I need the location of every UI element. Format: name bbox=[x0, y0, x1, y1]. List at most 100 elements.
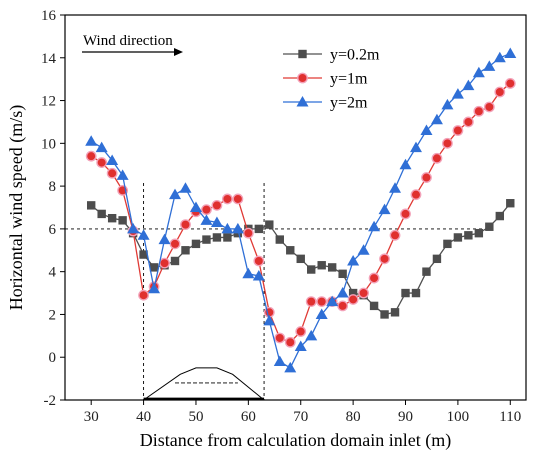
data-point-0-33 bbox=[432, 254, 442, 264]
x-tick-label: 60 bbox=[241, 409, 256, 425]
x-tick-label: 110 bbox=[499, 409, 521, 425]
series-1 bbox=[85, 78, 516, 348]
data-point-2-34 bbox=[441, 98, 454, 110]
x-tick-label: 90 bbox=[398, 409, 413, 425]
data-point-0-20 bbox=[296, 254, 305, 264]
data-point-2-9 bbox=[179, 182, 192, 193]
x-tick-label: 40 bbox=[136, 409, 151, 425]
data-point-1-27 bbox=[368, 272, 380, 284]
data-point-2-3 bbox=[116, 169, 129, 180]
data-point-1-39 bbox=[494, 86, 506, 98]
data-point-2-21 bbox=[305, 329, 318, 341]
legend-marker-2 bbox=[296, 96, 309, 107]
data-point-2-14 bbox=[231, 222, 244, 234]
data-point-1-21 bbox=[305, 296, 317, 308]
y-tick-label: -2 bbox=[44, 393, 57, 409]
data-point-1-22 bbox=[316, 296, 328, 308]
legend-label-0: y=0.2m bbox=[330, 47, 380, 64]
data-point-2-38 bbox=[483, 60, 496, 71]
data-point-1-7 bbox=[159, 257, 170, 269]
data-point-0-0 bbox=[86, 201, 96, 210]
series-2 bbox=[85, 47, 517, 373]
x-tick-label: 70 bbox=[293, 409, 308, 425]
data-point-1-30 bbox=[400, 208, 411, 220]
data-point-1-29 bbox=[389, 229, 401, 241]
data-point-0-9 bbox=[181, 246, 190, 255]
x-tick-label: 30 bbox=[84, 409, 99, 425]
data-point-0-17 bbox=[265, 220, 274, 229]
data-point-2-5 bbox=[137, 229, 150, 240]
data-point-2-0 bbox=[85, 135, 98, 146]
arrow-head-icon bbox=[174, 48, 183, 56]
data-point-0-29 bbox=[390, 308, 400, 317]
data-point-0-38 bbox=[485, 222, 494, 231]
legend-label-1: y=1m bbox=[330, 71, 368, 88]
data-point-0-23 bbox=[327, 263, 337, 272]
data-point-0-35 bbox=[453, 233, 463, 242]
data-point-1-24 bbox=[337, 300, 349, 312]
y-tick-label: 8 bbox=[49, 179, 57, 195]
data-point-1-8 bbox=[169, 238, 181, 250]
x-tick-label: 50 bbox=[188, 409, 203, 425]
x-axis-title: Distance from calculation domain inlet (… bbox=[140, 430, 451, 451]
data-point-1-34 bbox=[442, 137, 453, 149]
data-point-0-22 bbox=[317, 261, 326, 270]
data-point-1-0 bbox=[85, 150, 97, 162]
data-point-1-18 bbox=[274, 332, 286, 344]
data-point-2-33 bbox=[430, 113, 443, 125]
wind-direction-annotation: Wind direction bbox=[82, 33, 183, 56]
data-point-2-13 bbox=[221, 222, 234, 234]
data-point-2-39 bbox=[493, 51, 506, 63]
data-point-1-5 bbox=[138, 289, 149, 301]
data-point-2-37 bbox=[472, 66, 485, 78]
y-tick-label: 12 bbox=[41, 94, 56, 110]
data-point-1-9 bbox=[180, 219, 191, 231]
axes: 30 40 50 60 70 80 90 100 110 -2 0 2 4 6 8 10 12 14 16 bbox=[41, 8, 527, 425]
data-point-2-32 bbox=[420, 124, 433, 135]
data-point-2-23 bbox=[326, 295, 339, 307]
data-point-1-28 bbox=[379, 253, 390, 265]
x-tick-label: 100 bbox=[447, 409, 470, 425]
data-point-2-16 bbox=[252, 269, 265, 281]
data-point-1-40 bbox=[504, 78, 516, 89]
y-tick-label: 6 bbox=[49, 222, 57, 238]
data-point-1-16 bbox=[253, 255, 265, 267]
data-point-2-24 bbox=[336, 287, 349, 298]
data-point-2-10 bbox=[189, 201, 202, 212]
data-point-2-40 bbox=[504, 47, 517, 58]
data-point-1-2 bbox=[106, 167, 118, 179]
data-point-2-26 bbox=[357, 244, 370, 255]
data-point-2-29 bbox=[389, 182, 402, 193]
data-point-2-1 bbox=[95, 141, 108, 153]
y-tick-label: 2 bbox=[49, 307, 57, 323]
data-point-1-19 bbox=[284, 336, 296, 348]
data-point-1-1 bbox=[96, 157, 108, 168]
data-point-2-8 bbox=[169, 188, 182, 200]
data-point-0-37 bbox=[474, 228, 484, 238]
data-point-0-2 bbox=[107, 213, 117, 223]
data-point-1-31 bbox=[410, 189, 422, 201]
data-point-1-14 bbox=[232, 193, 244, 205]
data-point-0-30 bbox=[401, 288, 410, 298]
series-line-1 bbox=[90, 82, 511, 344]
data-point-0-28 bbox=[380, 310, 389, 319]
y-tick-label: 4 bbox=[49, 265, 57, 281]
series-layer bbox=[85, 47, 517, 373]
data-point-2-12 bbox=[210, 216, 223, 227]
data-point-0-40 bbox=[506, 199, 515, 208]
y-tick-label: 10 bbox=[41, 136, 56, 152]
data-point-1-35 bbox=[452, 125, 464, 136]
data-point-0-31 bbox=[411, 288, 421, 298]
data-point-0-21 bbox=[307, 265, 316, 274]
data-point-1-11 bbox=[201, 204, 212, 216]
data-point-1-13 bbox=[221, 193, 233, 205]
data-point-2-27 bbox=[368, 220, 381, 232]
data-point-0-27 bbox=[369, 301, 379, 311]
data-point-1-12 bbox=[211, 199, 223, 211]
data-point-0-11 bbox=[202, 235, 211, 244]
wind-direction-label: Wind direction bbox=[83, 33, 173, 49]
y-tick-label: 14 bbox=[41, 51, 57, 67]
data-point-2-25 bbox=[347, 254, 360, 266]
data-point-0-36 bbox=[464, 231, 473, 240]
data-point-0-8 bbox=[170, 256, 180, 266]
